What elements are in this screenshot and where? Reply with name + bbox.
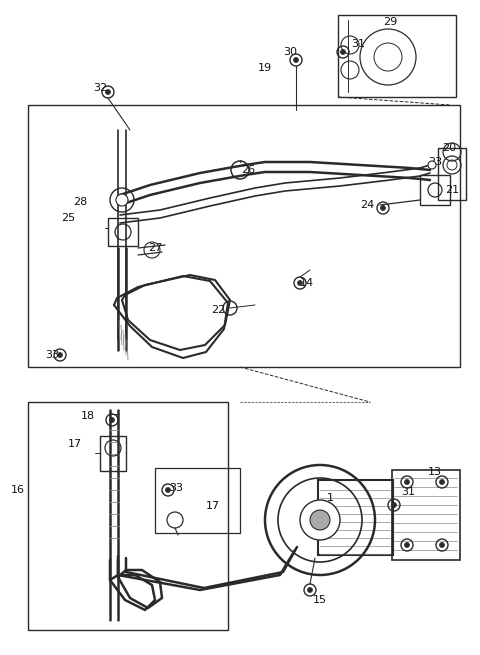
Text: 18: 18 bbox=[81, 411, 95, 421]
Text: 15: 15 bbox=[313, 595, 327, 605]
Bar bbox=[108, 218, 138, 246]
Circle shape bbox=[405, 542, 409, 548]
Circle shape bbox=[405, 479, 409, 485]
Text: 17: 17 bbox=[68, 439, 82, 449]
Bar bbox=[420, 175, 450, 205]
Text: 33: 33 bbox=[169, 483, 183, 493]
Circle shape bbox=[308, 588, 312, 593]
Circle shape bbox=[109, 417, 115, 422]
Text: 31: 31 bbox=[351, 39, 365, 49]
Circle shape bbox=[310, 510, 330, 530]
Text: 25: 25 bbox=[61, 213, 75, 223]
Bar bbox=[392, 470, 460, 560]
Bar bbox=[338, 15, 456, 97]
Text: 24: 24 bbox=[360, 200, 374, 210]
Text: 13: 13 bbox=[428, 467, 442, 477]
Bar bbox=[100, 436, 126, 471]
Circle shape bbox=[58, 352, 62, 358]
Text: 1: 1 bbox=[326, 493, 334, 503]
Bar bbox=[28, 105, 460, 367]
Bar bbox=[318, 480, 393, 555]
Text: 16: 16 bbox=[11, 485, 25, 495]
Text: 32: 32 bbox=[93, 83, 107, 93]
Text: 14: 14 bbox=[300, 278, 314, 288]
Text: 22: 22 bbox=[211, 305, 225, 315]
Circle shape bbox=[166, 487, 170, 493]
Circle shape bbox=[340, 50, 346, 54]
Circle shape bbox=[381, 206, 385, 210]
Circle shape bbox=[447, 160, 457, 170]
Text: 20: 20 bbox=[442, 143, 456, 153]
Circle shape bbox=[300, 500, 340, 540]
Bar bbox=[155, 468, 240, 533]
Circle shape bbox=[298, 280, 302, 286]
Bar bbox=[438, 148, 466, 200]
Circle shape bbox=[116, 194, 128, 206]
Text: 31: 31 bbox=[401, 487, 415, 497]
Text: 30: 30 bbox=[283, 47, 297, 57]
Text: 28: 28 bbox=[73, 197, 87, 207]
Text: 27: 27 bbox=[148, 243, 162, 253]
Bar bbox=[28, 402, 228, 630]
Circle shape bbox=[440, 479, 444, 485]
Text: 17: 17 bbox=[206, 501, 220, 511]
Text: 29: 29 bbox=[383, 17, 397, 27]
Circle shape bbox=[392, 502, 396, 508]
Text: 19: 19 bbox=[258, 63, 272, 73]
Circle shape bbox=[428, 161, 436, 169]
Circle shape bbox=[106, 90, 110, 94]
Text: 26: 26 bbox=[241, 165, 255, 175]
Text: 21: 21 bbox=[445, 185, 459, 195]
Text: 23: 23 bbox=[428, 157, 442, 167]
Text: 33: 33 bbox=[45, 350, 59, 360]
Circle shape bbox=[440, 542, 444, 548]
Circle shape bbox=[293, 58, 299, 62]
